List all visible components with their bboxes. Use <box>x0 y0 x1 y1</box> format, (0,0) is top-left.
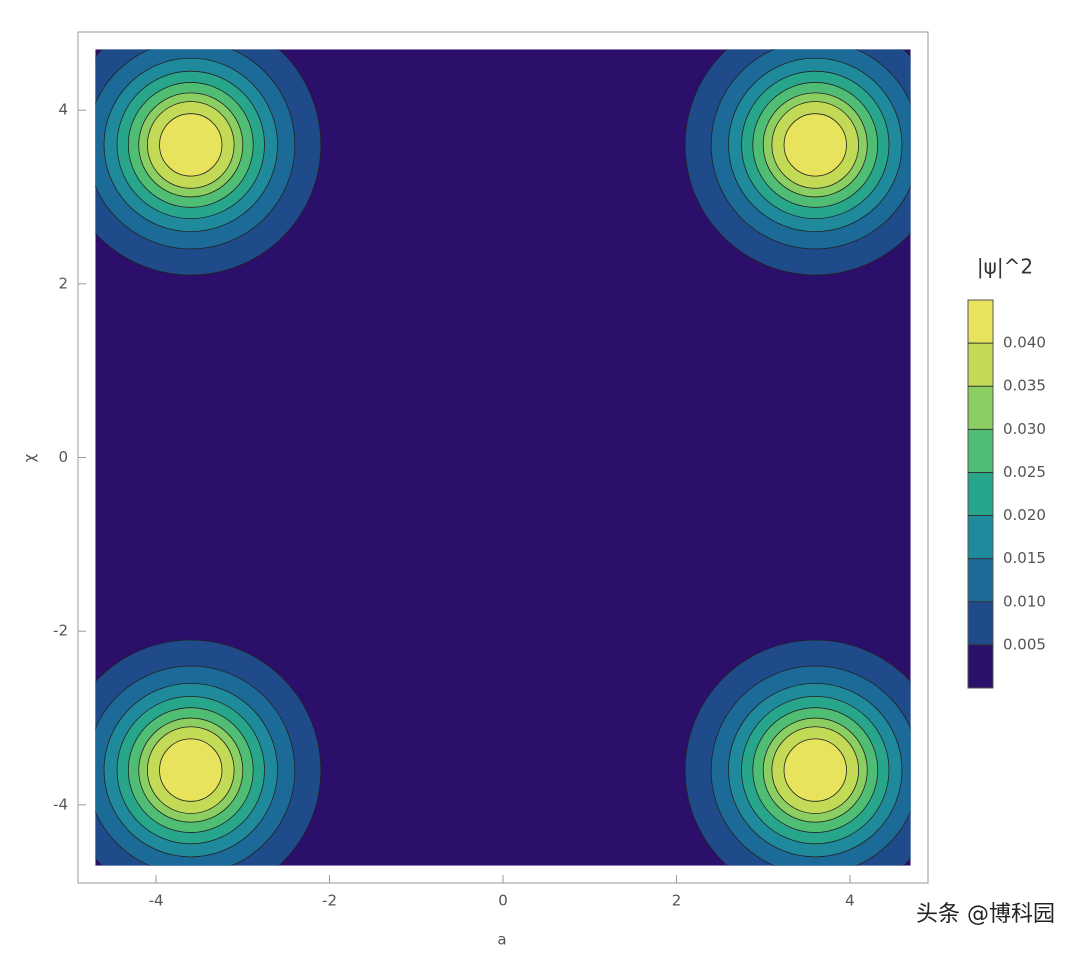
y-tick-label: 0 <box>58 448 68 466</box>
plot-area <box>95 49 911 866</box>
colorbar-tick-label: 0.020 <box>1003 506 1046 524</box>
colorbar-band <box>968 386 993 430</box>
colorbar-band <box>968 343 993 387</box>
colorbar-tick-label: 0.025 <box>1003 463 1046 481</box>
contour-region <box>783 113 847 177</box>
colorbar-band <box>968 429 993 473</box>
colorbar-tick-label: 0.030 <box>1003 420 1046 438</box>
y-axis-label: χ <box>21 453 39 462</box>
colorbar-tick-label: 0.015 <box>1003 549 1046 567</box>
x-tick-label: 0 <box>498 892 508 910</box>
colorbar-title: |ψ|^2 <box>977 255 1033 279</box>
x-tick-label: 4 <box>845 892 855 910</box>
x-tick-label: 2 <box>672 892 682 910</box>
colorbar-band <box>968 300 993 344</box>
x-tick-label: -2 <box>322 892 337 910</box>
colorbar-tick-label: 0.040 <box>1003 334 1046 352</box>
y-tick-label: 2 <box>58 274 68 292</box>
y-tick-label: 4 <box>58 101 68 119</box>
colorbar-tick-label: 0.010 <box>1003 592 1046 610</box>
colorbar-band <box>968 644 993 688</box>
y-tick-label: -4 <box>53 795 68 813</box>
y-tick-label: -2 <box>53 622 68 640</box>
colorbar-band <box>968 601 993 645</box>
colorbar-tick-label: 0.035 <box>1003 377 1046 395</box>
colorbar-frame <box>967 299 994 689</box>
colorbar-tick-label: 0.005 <box>1003 635 1046 653</box>
contour-region <box>783 738 847 802</box>
contour-region <box>159 113 223 177</box>
x-axis-label: a <box>497 931 506 949</box>
colorbar-band <box>968 472 993 516</box>
x-tick-label: -4 <box>149 892 164 910</box>
watermark: 头条 @博科园 <box>916 902 1055 927</box>
contour-region <box>159 738 223 802</box>
colorbar-band <box>968 515 993 559</box>
colorbar-band <box>968 558 993 602</box>
